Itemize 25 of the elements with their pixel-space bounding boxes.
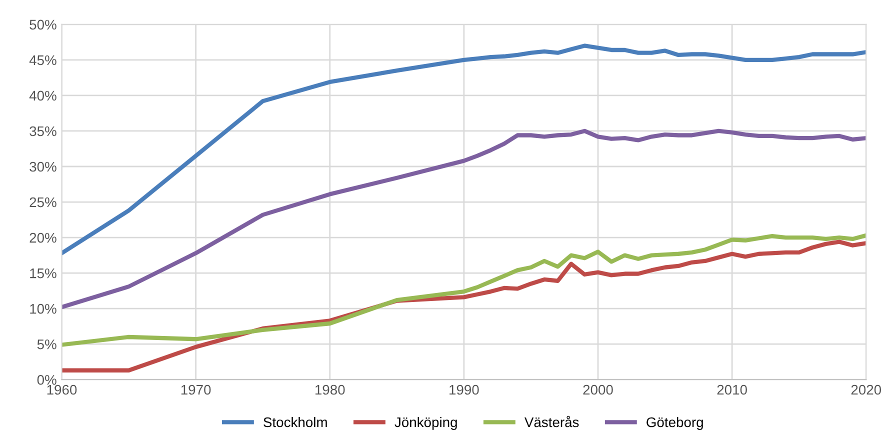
- y-tick-label: 20%: [30, 232, 56, 243]
- line-series: [62, 44, 866, 256]
- legend-label: Västerås: [524, 416, 579, 428]
- line-series: [62, 128, 866, 310]
- y-tick-label: 45%: [29, 55, 56, 66]
- legend-label: Göteborg: [646, 416, 703, 430]
- line-series: [62, 233, 866, 347]
- x-tick-label: 2010: [717, 384, 747, 395]
- y-tick-label: 50%: [30, 20, 56, 30]
- x-tick-label: 2000: [583, 384, 613, 395]
- legend-label: Jönköping: [394, 416, 457, 430]
- x-tick-label: 2020: [851, 384, 882, 395]
- y-tick-label: 10%: [30, 304, 56, 314]
- legend-label: Stockholm: [264, 416, 327, 428]
- x-tick-label: 1960: [47, 384, 77, 395]
- x-tick-label: 1970: [181, 384, 211, 395]
- y-tick-label: 35%: [30, 126, 56, 136]
- y-tick-label: 5%: [37, 339, 56, 350]
- y-tick-label: 40%: [29, 90, 56, 101]
- y-tick-label: 25%: [30, 197, 56, 208]
- x-tick-label: 1980: [315, 384, 345, 395]
- y-tick-label: 15%: [30, 268, 56, 278]
- y-tick-label: 30%: [30, 162, 56, 172]
- y-tick-label: 0%: [37, 374, 56, 385]
- x-tick-label: 1990: [450, 384, 479, 395]
